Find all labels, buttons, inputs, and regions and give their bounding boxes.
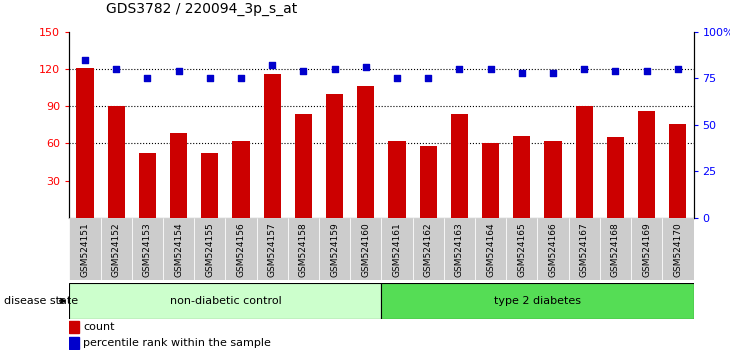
Bar bbox=[170, 133, 187, 218]
Bar bbox=[507, 218, 537, 280]
Text: GSM524167: GSM524167 bbox=[580, 222, 589, 277]
Point bbox=[204, 75, 215, 81]
Bar bbox=[482, 143, 499, 218]
Bar bbox=[288, 218, 319, 280]
Bar bbox=[194, 218, 226, 280]
Bar bbox=[381, 218, 412, 280]
Text: GSM524160: GSM524160 bbox=[361, 222, 370, 277]
Bar bbox=[576, 106, 593, 218]
Bar bbox=[101, 218, 132, 280]
Point bbox=[423, 75, 434, 81]
Text: GSM524162: GSM524162 bbox=[423, 222, 433, 277]
Text: GSM524151: GSM524151 bbox=[80, 222, 90, 277]
Bar bbox=[607, 137, 624, 218]
Bar bbox=[631, 218, 662, 280]
Text: GSM524165: GSM524165 bbox=[518, 222, 526, 277]
Text: GSM524155: GSM524155 bbox=[205, 222, 215, 277]
Bar bbox=[350, 218, 381, 280]
Bar bbox=[139, 153, 156, 218]
Bar bbox=[444, 218, 475, 280]
Point bbox=[360, 64, 372, 70]
Text: GSM524161: GSM524161 bbox=[393, 222, 402, 277]
Text: non-diabetic control: non-diabetic control bbox=[169, 296, 281, 306]
Bar bbox=[412, 218, 444, 280]
Text: GSM524154: GSM524154 bbox=[174, 222, 183, 277]
Bar bbox=[475, 218, 507, 280]
Bar bbox=[69, 337, 79, 349]
Point bbox=[672, 66, 684, 72]
Text: GSM524166: GSM524166 bbox=[548, 222, 558, 277]
Point bbox=[453, 66, 465, 72]
Bar bbox=[638, 111, 656, 218]
Text: disease state: disease state bbox=[4, 296, 78, 306]
Point bbox=[548, 70, 559, 76]
Text: GSM524158: GSM524158 bbox=[299, 222, 308, 277]
Bar bbox=[451, 114, 468, 218]
Bar bbox=[381, 283, 694, 319]
Bar bbox=[600, 218, 631, 280]
Bar bbox=[69, 321, 79, 333]
Bar bbox=[69, 283, 381, 319]
Bar bbox=[357, 86, 374, 218]
Point bbox=[516, 70, 528, 76]
Text: type 2 diabetes: type 2 diabetes bbox=[494, 296, 581, 306]
Point bbox=[391, 75, 403, 81]
Text: GSM524164: GSM524164 bbox=[486, 222, 495, 277]
Bar bbox=[326, 94, 343, 218]
Bar bbox=[226, 218, 257, 280]
Bar bbox=[264, 74, 281, 218]
Bar bbox=[662, 218, 694, 280]
Text: GSM524163: GSM524163 bbox=[455, 222, 464, 277]
Point bbox=[173, 68, 185, 74]
Bar bbox=[201, 153, 218, 218]
Point bbox=[266, 62, 278, 68]
Point bbox=[641, 68, 653, 74]
Bar bbox=[420, 146, 437, 218]
Point bbox=[610, 68, 621, 74]
Point bbox=[298, 68, 310, 74]
Bar bbox=[257, 218, 288, 280]
Bar bbox=[545, 141, 561, 218]
Bar bbox=[569, 218, 600, 280]
Bar bbox=[513, 136, 531, 218]
Text: GSM524168: GSM524168 bbox=[611, 222, 620, 277]
Point bbox=[578, 66, 590, 72]
Bar bbox=[107, 106, 125, 218]
Text: GSM524169: GSM524169 bbox=[642, 222, 651, 277]
Text: GSM524153: GSM524153 bbox=[143, 222, 152, 277]
Bar bbox=[319, 218, 350, 280]
Bar bbox=[163, 218, 194, 280]
Point bbox=[79, 57, 91, 63]
Text: count: count bbox=[83, 322, 115, 332]
Text: percentile rank within the sample: percentile rank within the sample bbox=[83, 338, 272, 348]
Text: GDS3782 / 220094_3p_s_at: GDS3782 / 220094_3p_s_at bbox=[106, 2, 297, 16]
Text: GSM524152: GSM524152 bbox=[112, 222, 120, 277]
Bar bbox=[388, 141, 406, 218]
Bar bbox=[69, 218, 101, 280]
Point bbox=[328, 66, 340, 72]
Point bbox=[485, 66, 496, 72]
Bar bbox=[232, 141, 250, 218]
Point bbox=[142, 75, 153, 81]
Bar bbox=[537, 218, 569, 280]
Text: GSM524159: GSM524159 bbox=[330, 222, 339, 277]
Bar bbox=[131, 218, 163, 280]
Text: GSM524170: GSM524170 bbox=[673, 222, 683, 277]
Bar bbox=[77, 68, 93, 218]
Point bbox=[235, 75, 247, 81]
Bar bbox=[295, 114, 312, 218]
Text: GSM524156: GSM524156 bbox=[237, 222, 245, 277]
Bar bbox=[669, 124, 686, 218]
Text: GSM524157: GSM524157 bbox=[268, 222, 277, 277]
Point bbox=[110, 66, 122, 72]
